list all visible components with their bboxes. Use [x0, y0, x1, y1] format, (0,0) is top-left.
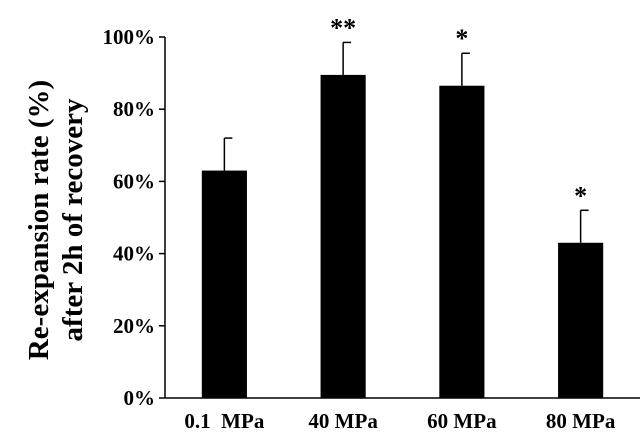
y-tick-label: 100%	[103, 25, 156, 49]
y-tick-label: 20%	[113, 314, 155, 338]
significance-markers: ** **	[330, 13, 587, 210]
error-bars	[223, 41, 589, 243]
x-tick-label: 60 MPa	[427, 409, 497, 433]
y-axis-label-line-1: Re-expansion rate (%)	[23, 80, 55, 360]
x-tick-label: 80 MPa	[546, 409, 616, 433]
bar	[558, 242, 604, 398]
y-axis-label-line-2: after 2h of recovery	[57, 98, 89, 341]
x-tick-label: 40 MPa	[308, 409, 378, 433]
significance-marker: **	[330, 13, 356, 42]
y-tick-label: 60%	[113, 169, 155, 193]
y-axis-label: Re-expansion rate (%) after 2h of recove…	[23, 80, 89, 360]
bar	[439, 85, 485, 399]
y-tick-label: 80%	[113, 97, 155, 121]
y-tick-label: 40%	[113, 242, 155, 266]
bar	[201, 170, 247, 398]
significance-marker: *	[574, 181, 587, 210]
y-tick-label: 0%	[124, 386, 156, 410]
x-tick-label: 0.1 MPa	[184, 409, 264, 433]
bar	[320, 74, 366, 398]
bars	[201, 74, 604, 399]
significance-marker: *	[455, 24, 468, 53]
y-ticks: 0% 20% 40% 60% 80% 100%	[103, 25, 165, 410]
x-tick-labels: 0.1 MPa 40 MPa 60 MPa 80 MPa	[184, 409, 615, 433]
